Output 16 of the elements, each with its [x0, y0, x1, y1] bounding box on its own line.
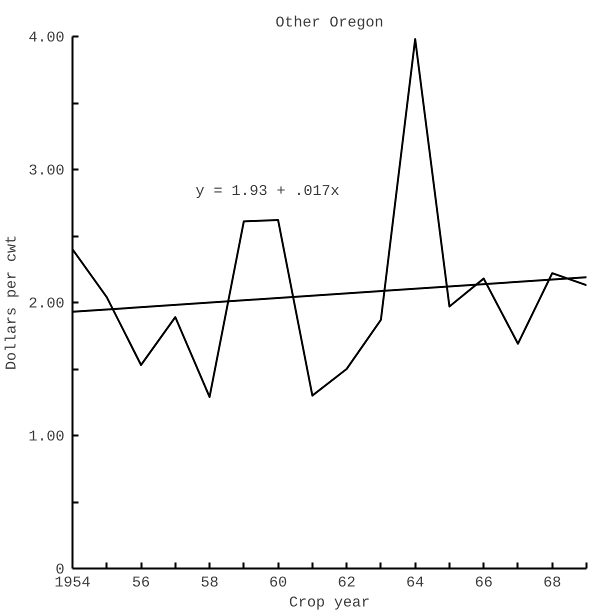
x-tick-label: 60 [269, 574, 288, 592]
y-tick-label: 4.00 [28, 30, 65, 46]
x-tick-label: 66 [474, 574, 493, 592]
x-tick-label: 1954 [54, 574, 91, 592]
x-axis-title: Crop year [288, 594, 370, 612]
x-tick-label: 56 [132, 574, 150, 592]
chart-title: Other Oregon [275, 14, 384, 32]
x-tick-label: 64 [406, 574, 424, 592]
y-tick-label: 2.00 [28, 296, 65, 312]
x-tick-label: 68 [543, 574, 562, 592]
y-tick-label: 3.00 [28, 162, 65, 180]
y-tick-label: 1.00 [28, 428, 65, 446]
annotation: y = 1.93 + .017x [196, 183, 340, 200]
y-axis-title: Dollars per cwt [3, 234, 20, 370]
x-tick-label: 62 [338, 574, 356, 592]
x-tick-label: 58 [200, 574, 219, 592]
